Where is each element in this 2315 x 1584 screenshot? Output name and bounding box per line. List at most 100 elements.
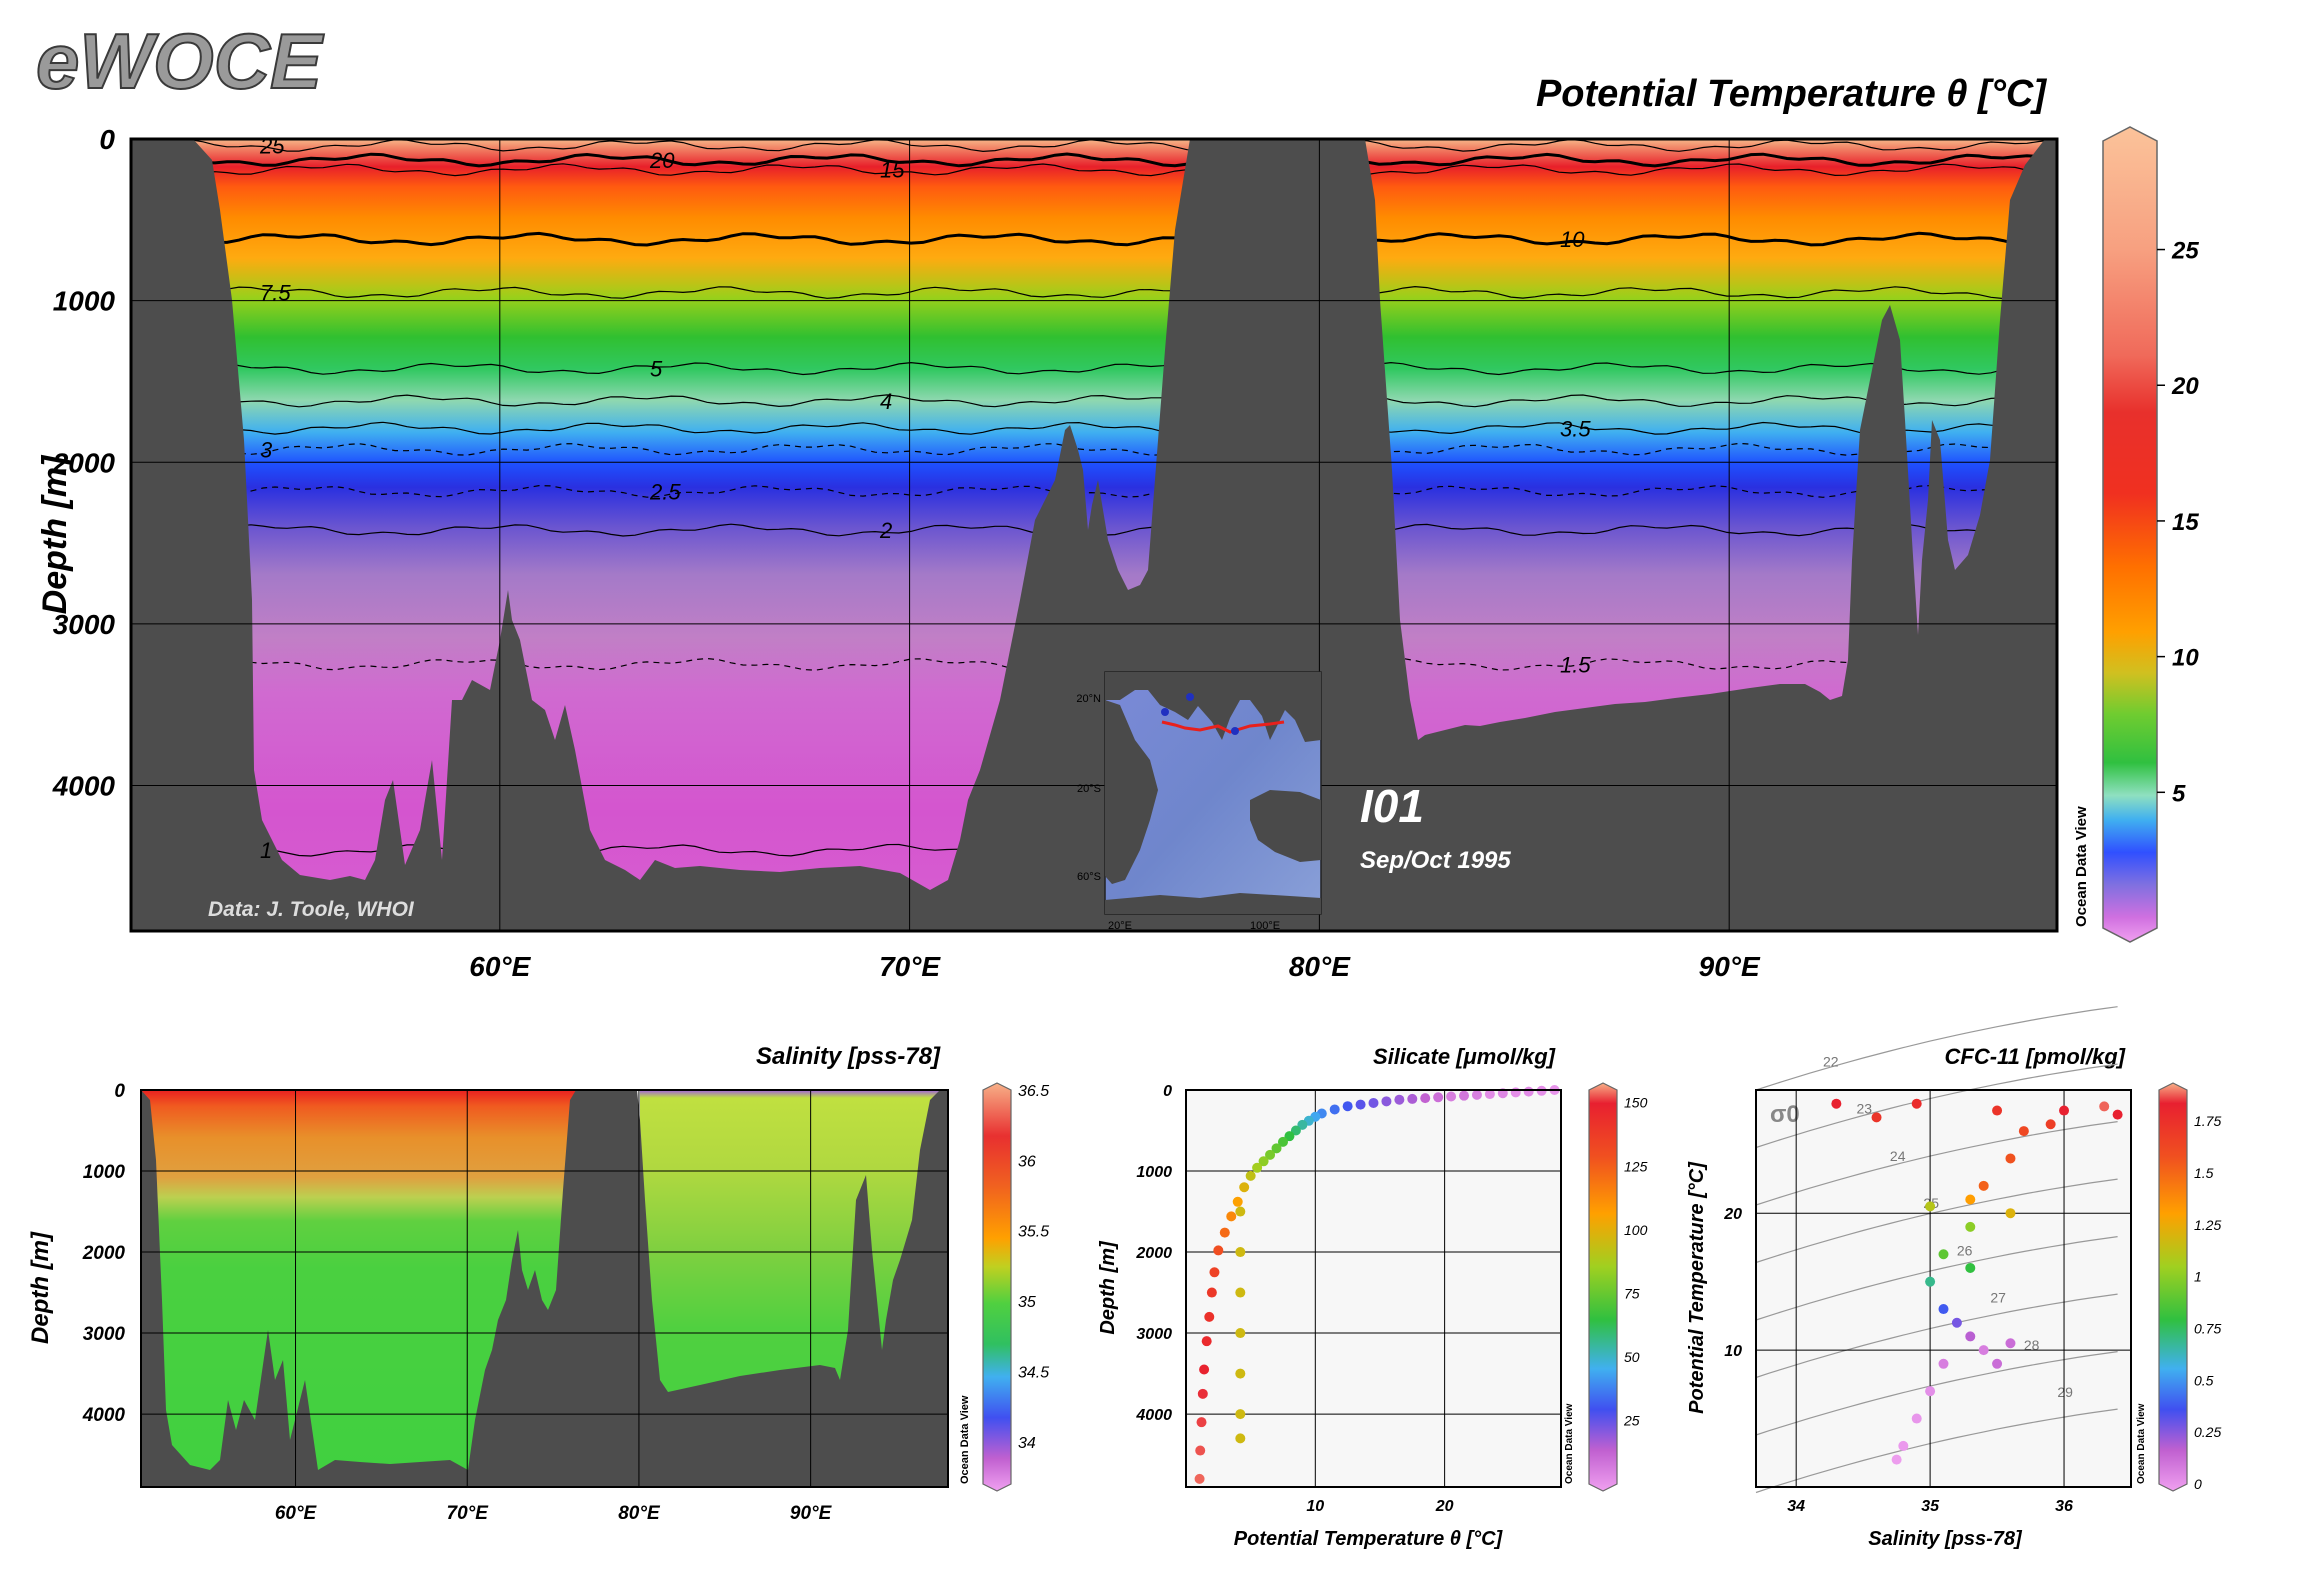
inset-map-lon-100e: 100°E <box>1250 920 1280 932</box>
cfc11-point <box>1938 1249 1949 1260</box>
silicate-point <box>1235 1368 1246 1379</box>
salinity-colorbar-tick-label: 35.5 <box>1018 1224 1049 1241</box>
cfc11-point <box>1938 1304 1949 1315</box>
silicate-odv-label: Ocean Data View <box>1564 1403 1575 1484</box>
cfc11-point <box>1925 1201 1936 1212</box>
cfc11-point <box>2045 1119 2056 1130</box>
main-contour-label: 3 <box>260 437 273 462</box>
salinity-frame <box>140 1089 949 1488</box>
main-colorbar-tick-label: 5 <box>2172 780 2186 807</box>
inset-map-land-africa <box>1105 700 1158 884</box>
silicate-y-tick-label: 4000 <box>1135 1407 1172 1424</box>
salinity-grid <box>141 1090 948 1487</box>
ewoce-logo: eWOCE <box>36 17 324 105</box>
main-contour-label: 2.5 <box>649 479 681 504</box>
silicate-point <box>1381 1096 1392 1107</box>
main-title: Potential Temperature θ [°C] <box>1536 73 2047 115</box>
silicate-point <box>1523 1086 1534 1097</box>
cfc11-x-axis-label: Salinity [pss-78] <box>1868 1528 2023 1550</box>
inset-map-station-c <box>1231 727 1239 735</box>
silicate-x-axis-label: Potential Temperature θ [°C] <box>1234 1528 1504 1550</box>
cfc11-colorbar-tick-label: 0 <box>2194 1476 2202 1492</box>
main-x-ticks: 60°E 70°E 80°E 90°E <box>469 951 1761 982</box>
cfc11-colorbar-tick-label: 0.75 <box>2194 1320 2221 1336</box>
inset-map-station-a <box>1186 693 1194 701</box>
salinity-y-tick-label: 3000 <box>83 1324 126 1345</box>
silicate-point <box>1484 1089 1495 1100</box>
main-colorbar-tick-label: 10 <box>2172 645 2199 672</box>
silicate-point <box>1342 1101 1353 1112</box>
cfc11-isopycnal-label: 29 <box>2057 1384 2073 1400</box>
main-y-ticks: 0 1000 2000 3000 4000 <box>52 124 116 802</box>
cfc11-title: CFC-11 [pmol/kg] <box>1945 1044 2126 1069</box>
silicate-point <box>1199 1364 1210 1375</box>
salinity-y-ticks: 0 1000 2000 3000 4000 <box>82 1081 126 1426</box>
cfc11-colorbar-tick-label: 0.5 <box>2194 1372 2214 1388</box>
silicate-point <box>1235 1247 1246 1258</box>
main-contour-line <box>131 152 2052 168</box>
cfc11-plot-area <box>1756 1090 2131 1487</box>
main-contour-line <box>131 442 2052 456</box>
silicate-plot-area <box>1186 1090 1561 1487</box>
cfc11-point <box>2005 1338 2016 1349</box>
salinity-x-tick-label: 90°E <box>790 1503 833 1524</box>
cfc11-point <box>1992 1358 2003 1369</box>
silicate-point <box>1510 1087 1521 1098</box>
silicate-y-tick-label: 0 <box>1163 1083 1172 1100</box>
salinity-y-tick-label: 0 <box>114 1081 125 1102</box>
section-date: Sep/Oct 1995 <box>1360 847 1511 874</box>
cfc11-point <box>2005 1208 2016 1219</box>
silicate-point <box>1194 1473 1205 1484</box>
main-contour-line <box>131 231 2052 247</box>
silicate-point <box>1284 1131 1295 1142</box>
main-contour-line <box>131 285 2052 300</box>
cfc11-point <box>1898 1440 1909 1451</box>
silicate-point <box>1420 1093 1431 1104</box>
silicate-point <box>1235 1409 1246 1420</box>
main-contour-label: 15 <box>880 158 905 183</box>
salinity-title: Salinity [pss-78] <box>756 1043 941 1070</box>
cfc11-frame <box>1755 1089 2132 1488</box>
inset-map-lat-20n: 20°N <box>1076 693 1101 705</box>
cfc11-points <box>1831 1098 2123 1465</box>
silicate-point <box>1204 1311 1215 1322</box>
silicate-point <box>1206 1287 1217 1298</box>
salinity-colorbar-ticks: 34 34.5 35 35.5 36 36.5 <box>1018 1083 1049 1452</box>
cfc11-isopycnal-label: 28 <box>2024 1337 2040 1353</box>
silicate-point <box>1226 1211 1237 1222</box>
cfc11-point <box>1965 1194 1976 1205</box>
silicate-point <box>1235 1328 1246 1339</box>
inset-map-lon-20e: 20°E <box>1108 920 1132 932</box>
silicate-point <box>1245 1170 1256 1181</box>
inset-map-lat-60s: 60°S <box>1077 871 1101 883</box>
data-credit: Data: J. Toole, WHOI <box>208 898 415 921</box>
main-y-tick-label: 1000 <box>53 286 116 317</box>
main-y-tick-label: 2000 <box>52 447 116 478</box>
silicate-colorbar <box>1588 1082 1618 1492</box>
main-odv-label: Ocean Data View <box>2073 806 2090 927</box>
salinity-section-plot: Salinity [pss-78] Depth [m] 0 1000 2000 300… <box>27 1043 1049 1524</box>
main-colorbar-tick-label: 25 <box>2171 238 2199 265</box>
cfc11-point <box>1925 1276 1936 1287</box>
cfc11-sigma-label: σ0 <box>1770 1101 1800 1128</box>
cfc11-colorbar-tick-label: 1.25 <box>2194 1217 2221 1233</box>
main-y-tick-label: 0 <box>99 124 115 155</box>
cfc11-point <box>1925 1386 1936 1397</box>
inset-map-land-antarctica <box>1105 893 1321 914</box>
main-section-plot: Potential Temperature θ [°C] Depth [m] 2… <box>36 73 2199 982</box>
cfc11-isopycnal <box>1755 1293 2118 1379</box>
main-contour-label: 7.5 <box>260 281 291 306</box>
silicate-point <box>1355 1099 1366 1110</box>
cfc11-colorbar-tick-label: 1.75 <box>2194 1113 2221 1129</box>
cfc11-colorbar-tick-label: 1 <box>2194 1269 2202 1285</box>
salinity-colorbar-tick-label: 36 <box>1018 1153 1036 1170</box>
cfc11-colorbar-tick-label: 0.25 <box>2194 1424 2221 1440</box>
main-contour-label: 4 <box>880 389 892 414</box>
silicate-frame <box>1185 1089 1562 1488</box>
cfc11-point <box>1965 1331 1976 1342</box>
main-colorbar-ticks: 5 10 15 20 25 <box>2157 238 2199 807</box>
salinity-y-axis-label: Depth [m] <box>27 1231 54 1344</box>
silicate-colorbar-tick-label: 150 <box>1624 1095 1648 1111</box>
main-colorbar <box>2102 126 2158 943</box>
main-overlays <box>131 139 2057 931</box>
